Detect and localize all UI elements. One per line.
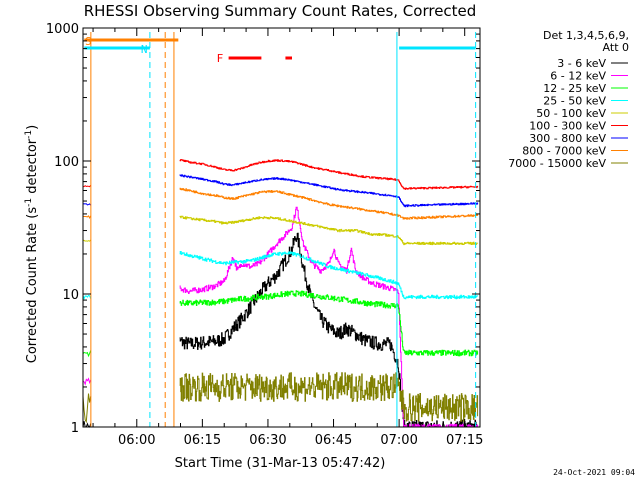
night-flag-label: N [141,43,148,56]
legend-label-7: 800 - 7000 keV [522,145,606,158]
y-axis-label-sup1: -1 [24,198,34,207]
series-trace-pre-4 [82,239,92,242]
legend-label-6: 300 - 800 keV [529,132,606,145]
flag-markers: S N F [84,32,477,427]
legend-header-1: Att 0 [603,41,629,54]
series-trace-5 [179,159,479,190]
legend-label-1: 6 - 12 keV [550,70,606,83]
chart-title: RHESSI Observing Summary Count Rates, Co… [84,2,477,20]
series-trace-3 [179,251,479,300]
series-trace-2 [179,290,479,357]
x-tick-label-1: 06:15 [184,433,221,448]
y-axis-label-part1: Corrected Count Rate (s [25,207,40,364]
legend-label-3: 25 - 50 keV [543,95,606,108]
y-axis-label-part3: ) [25,125,40,130]
plot-frame [82,27,481,428]
x-tick-label-4: 07:00 [380,433,417,448]
y-tick-label-3: 1000 [46,22,79,37]
series-trace-pre-3 [82,294,92,300]
series-trace-pre-5 [82,184,92,188]
legend-header-0: Det 1,3,4,5,6,9, [543,29,629,42]
y-tick-label-0: 1 [71,421,79,436]
saa-flag-label: S [85,35,92,48]
data-traces [82,159,479,428]
series-trace-pre-8 [82,393,92,424]
legend-label-8: 7000 - 15000 keV [508,157,606,170]
series-trace-0 [179,232,479,428]
legend-label-4: 50 - 100 keV [536,107,606,120]
series-trace-4 [179,215,479,246]
legend-label-0: 3 - 6 keV [557,57,606,70]
y-axis-label-part2: detector [25,138,40,198]
legend-label-2: 12 - 25 keV [543,82,606,95]
series-trace-8 [179,372,479,422]
series-trace-pre-1 [82,377,92,386]
series-trace-pre-7 [82,215,92,219]
series-trace-pre-2 [82,350,92,358]
x-tick-label-2: 06:30 [249,433,286,448]
flare-flag-label: F [217,52,224,65]
legend-label-5: 100 - 300 keV [529,120,606,133]
y-tick-label-2: 100 [54,155,79,170]
plot-axes: 1 10 100 1000 06:00 06:15 06:30 06:45 07:00 07:15 [46,22,484,448]
series-trace-7 [179,187,479,220]
date-stamp: 24-Oct-2021 09:04 [553,468,635,477]
x-tick-label-0: 06:00 [118,433,155,448]
x-axis-label: Start Time (31-Mar-13 05:47:42) [175,456,386,471]
y-axis-label: Corrected Count Rate (s-1 detector-1) [24,125,40,363]
x-tick-label-3: 06:45 [315,433,352,448]
x-tick-label-5: 07:15 [446,433,483,448]
series-trace-1 [179,206,479,428]
series-trace-6 [179,174,479,208]
series-trace-pre-6 [82,203,92,206]
y-axis-label-sup2: -1 [24,130,34,139]
y-tick-label-1: 10 [62,288,79,303]
